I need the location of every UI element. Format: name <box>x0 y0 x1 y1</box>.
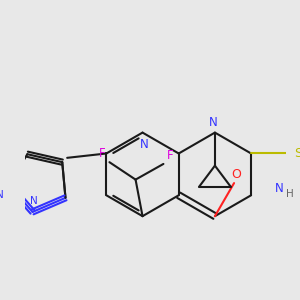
Text: O: O <box>231 168 241 181</box>
Text: N: N <box>30 196 38 206</box>
Text: N: N <box>209 116 218 129</box>
Text: H: H <box>286 188 293 199</box>
Text: F: F <box>167 149 174 162</box>
Text: N: N <box>140 138 148 151</box>
Text: N: N <box>0 190 4 200</box>
Text: F: F <box>99 147 106 160</box>
Text: N: N <box>274 182 283 195</box>
Text: S: S <box>294 147 300 160</box>
